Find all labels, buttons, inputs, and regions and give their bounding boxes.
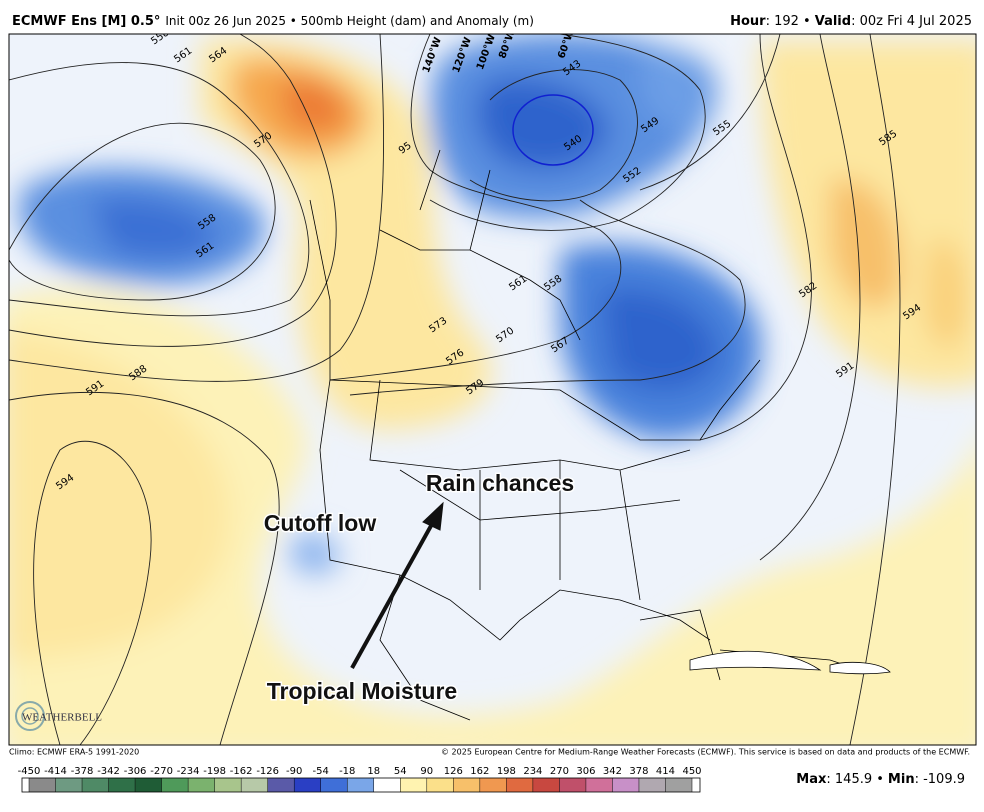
colorbar-frame: [21, 777, 701, 793]
colorbar-swatch: [665, 778, 692, 792]
annotation: Rain chances: [426, 470, 574, 496]
footer-climo: Climo: ECMWF ERA-5 1991-2020: [9, 748, 139, 757]
colorbar-tick-label: -342: [97, 766, 120, 777]
colorbar-tick-label: 90: [420, 766, 433, 777]
colorbar-swatch: [161, 778, 189, 792]
annotation: Tropical Moisture: [267, 678, 457, 704]
colorbar-tick-label: 234: [523, 766, 542, 777]
colorbar-swatch: [241, 778, 268, 792]
colorbar-swatch: [294, 778, 321, 792]
logo-text: WEATHERBELL: [22, 712, 102, 724]
colorbar-tick-label: -126: [256, 766, 279, 777]
colorbar-tick-label: -54: [313, 766, 329, 777]
header-title: ECMWF Ens [M] 0.5° Init 00z 26 Jun 2025 •…: [12, 14, 534, 29]
colorbar-swatch: [108, 778, 136, 792]
colorbar-tick-label: 126: [444, 766, 463, 777]
colorbar-tick-label: -198: [203, 766, 226, 777]
colorbar-swatch: [320, 778, 348, 792]
colorbar: -450 -414 -378 -342 -306 -270 -234 -198 -162 -126…: [18, 766, 702, 793]
low-center-contour: [512, 94, 594, 166]
header-valid: Hour: 192 • Valid: 00z Fri 4 Jul 2025: [730, 14, 972, 29]
colorbar-swatch: [400, 778, 427, 792]
colorbar-swatch: [638, 778, 666, 792]
colorbar-swatch: [585, 778, 613, 792]
map-frame: [8, 33, 977, 746]
colorbar-swatch: [373, 778, 401, 792]
colorbar-swatch: [135, 778, 162, 792]
annotations: Rain chances Cutoff low Tropical Moisture: [262, 469, 575, 706]
colorbar-swatch: [612, 778, 639, 792]
colorbar-swatch: [82, 778, 109, 792]
annotation: Cutoff low: [264, 510, 377, 536]
colorbar-swatch: [479, 778, 507, 792]
colorbar-swatch: [532, 778, 560, 792]
colorbar-tick-label: 54: [394, 766, 407, 777]
colorbar-tick-label: -270: [150, 766, 173, 777]
arrow: [350, 501, 444, 669]
logo: WEATHERBELL: [15, 701, 102, 731]
colorbar-tick-label: -234: [177, 766, 200, 777]
colorbar-tick-label: 378: [629, 766, 648, 777]
colorbar-tick-label: 342: [603, 766, 622, 777]
colorbar-swatch: [559, 778, 586, 792]
anomaly-shading: [9, 34, 976, 745]
colorbar-tick-label: -90: [286, 766, 302, 777]
colorbar-swatch: [426, 778, 454, 792]
colorbar-tick-label: -450: [18, 766, 41, 777]
colorbar-tick-label: 198: [497, 766, 516, 777]
islands: [689, 650, 891, 675]
political-boundaries: [309, 149, 861, 721]
colorbar-tick-label: -162: [230, 766, 253, 777]
colorbar-tick-label: 18: [367, 766, 380, 777]
colorbar-tick-label: 450: [682, 766, 701, 777]
colorbar-tick-label: 162: [470, 766, 489, 777]
colorbar-swatch: [188, 778, 215, 792]
colorbar-tick-label: 270: [550, 766, 569, 777]
colorbar-swatch: [506, 778, 533, 792]
height-contours: [9, 34, 901, 745]
max-min: Max: 145.9 • Min: -109.9: [796, 772, 965, 787]
colorbar-swatch: [453, 778, 480, 792]
colorbar-swatch: [29, 778, 56, 792]
footer-copyright: © 2025 European Centre for Medium-Range …: [441, 748, 970, 757]
colorbar-tick-label: -378: [71, 766, 94, 777]
colorbar-swatch: [214, 778, 242, 792]
colorbar-tick-label: 414: [656, 766, 675, 777]
colorbar-swatch: [347, 778, 374, 792]
colorbar-tick-label: -414: [44, 766, 67, 777]
colorbar-tick-label: -18: [339, 766, 355, 777]
colorbar-tick-label: 306: [576, 766, 595, 777]
colorbar-tick-label: -306: [124, 766, 147, 777]
colorbar-swatch: [267, 778, 295, 792]
colorbar-swatch: [55, 778, 83, 792]
